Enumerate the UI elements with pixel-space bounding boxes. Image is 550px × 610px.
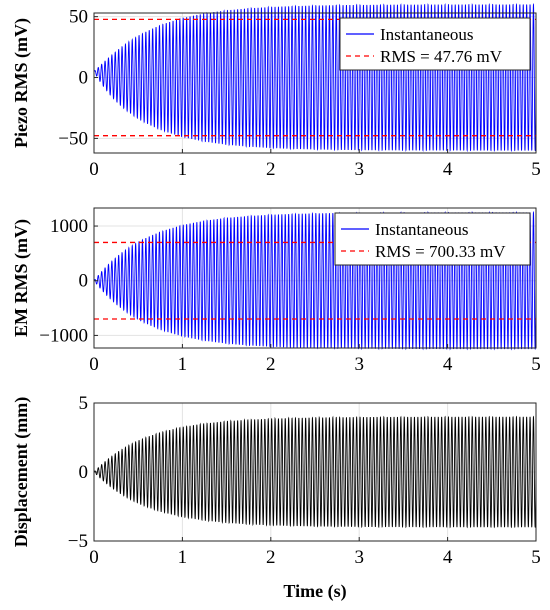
x-tick-label: 5 [531,159,541,180]
x-tick-label: 3 [354,547,364,568]
legend-entry: RMS = 700.33 mV [375,242,506,261]
x-tick-label: 2 [266,547,276,568]
x-tick-label: 3 [354,354,364,375]
y-tick-label: 5 [79,393,89,414]
axes-frame [93,207,537,349]
x-tick-label: 5 [531,354,541,375]
y-tick-label: 50 [69,7,88,28]
x-tick-label: 0 [89,159,99,180]
x-tick-label: 2 [266,354,276,375]
series-instantaneous-line [93,415,537,529]
y-tick-label: 1000 [50,216,88,237]
y-tick-label: 0 [79,462,89,483]
x-tick-label: 4 [443,547,453,568]
x-tick-label: 0 [89,354,99,375]
axes-frame [93,12,537,154]
y-tick-label: −1000 [39,325,88,346]
series-instantaneous-line [93,2,537,153]
legend: Instantaneous RMS = 47.76 mV [339,17,531,71]
y-axis-label: Displacement (mm) [11,397,32,547]
x-tick-label: 1 [178,159,188,180]
x-axis-label: Time (s) [283,581,346,602]
legend-entry: Instantaneous [380,25,473,44]
legend-box [334,212,531,266]
y-axis-label: EM RMS (mV) [11,219,32,337]
x-tick-label: 5 [531,547,541,568]
x-tick-label: 4 [443,354,453,375]
legend-entry: RMS = 47.76 mV [380,47,503,66]
legend: Instantaneous RMS = 700.33 mV [334,212,531,266]
legend-box [339,17,531,71]
y-tick-label: −50 [58,128,88,149]
x-tick-label: 1 [178,547,188,568]
y-tick-label: 0 [79,271,89,292]
y-axis-label: Piezo RMS (mV) [11,18,32,148]
x-tick-label: 2 [266,159,276,180]
y-tick-label: 0 [79,68,89,89]
x-tick-label: 4 [443,159,453,180]
x-tick-label: 1 [178,354,188,375]
x-tick-label: 0 [89,547,99,568]
x-tick-label: 3 [354,159,364,180]
y-tick-label: −5 [68,531,88,552]
legend-entry: Instantaneous [375,220,468,239]
